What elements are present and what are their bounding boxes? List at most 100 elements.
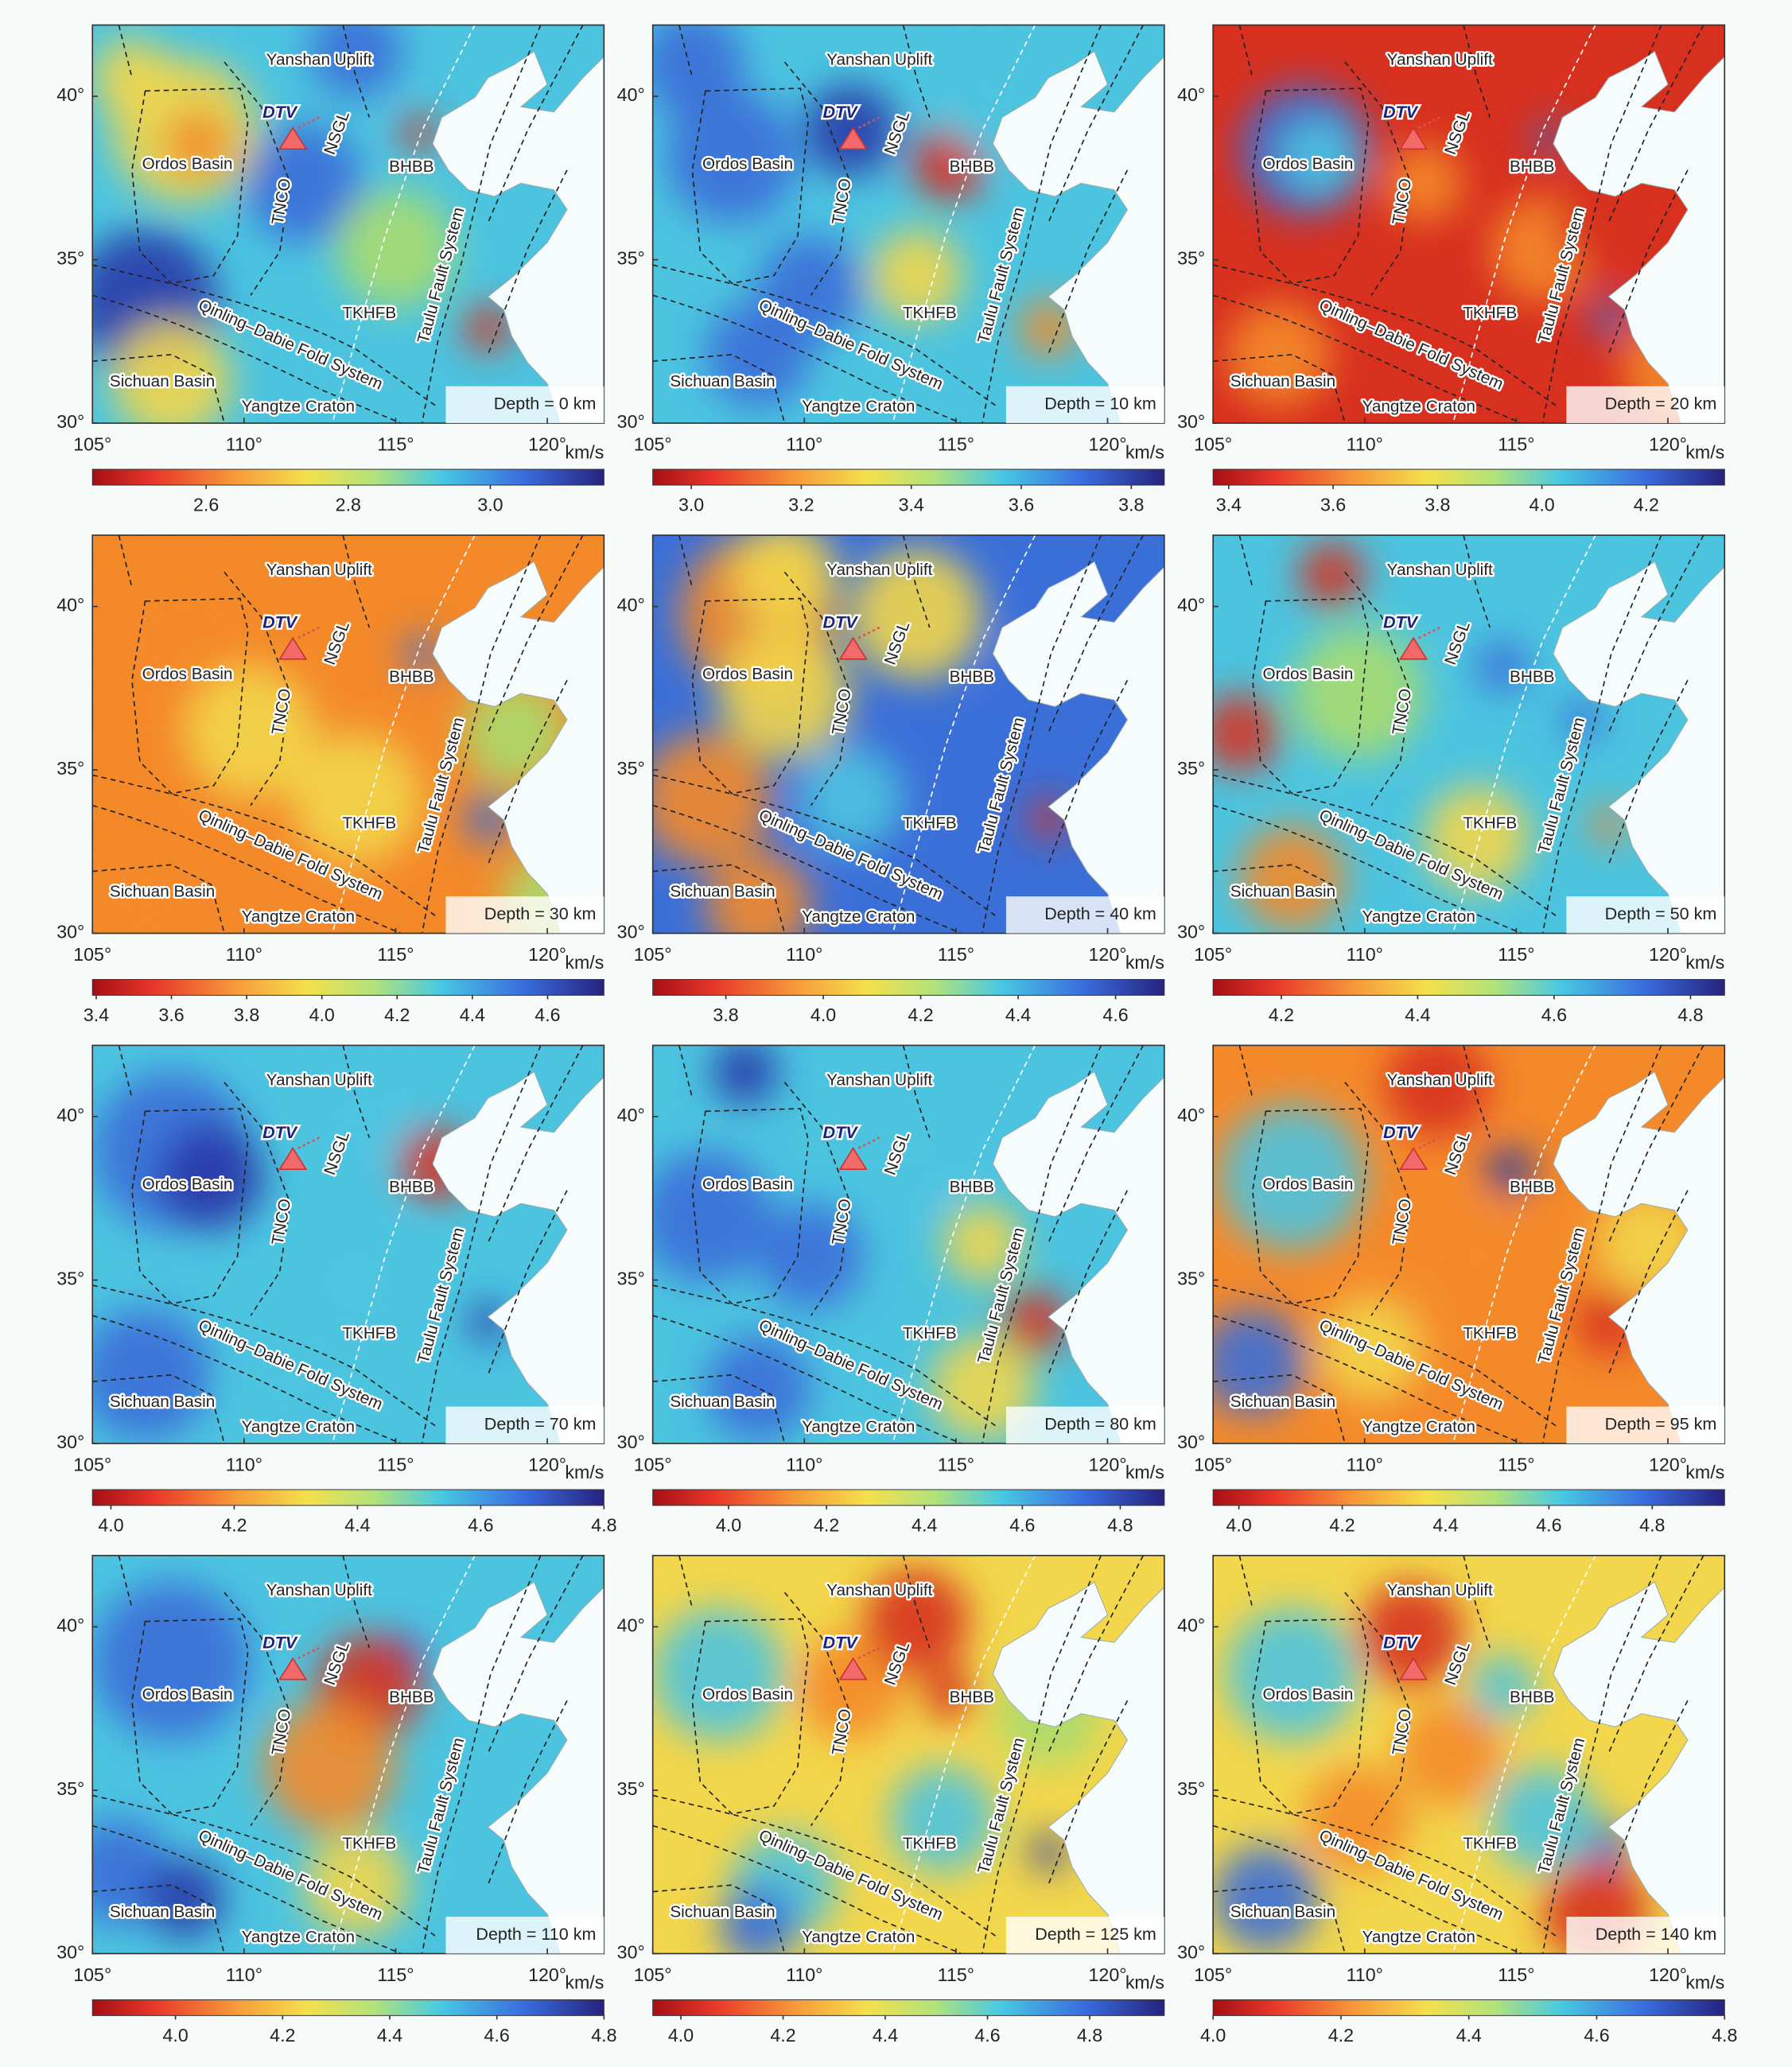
x-tick-label: 110° [226,944,262,965]
boundary [118,1555,291,1827]
colorbar-tick-label: 4.2 [1634,495,1659,515]
colorbar-tick-label: 4.4 [344,1515,370,1536]
y-tick-label: 35° [56,758,84,779]
map-frame [91,1044,605,1444]
anomaly [718,1885,798,1954]
velocity-field [92,1045,604,1443]
boundary [1607,25,1705,356]
colorbar-tick-label: 4.4 [460,1004,485,1025]
colorbar [91,468,604,486]
station-trace [297,626,320,639]
boundary [1213,1824,1522,1954]
region-label: Yanshan Uplift [266,1581,372,1599]
colorbar [652,1489,1165,1506]
boundary [1213,354,1346,424]
x-tick-label: 110° [226,1964,262,1985]
colorbar-tick-label: 4.8 [1077,2025,1102,2046]
anomaly [1486,1147,1534,1195]
boundary [652,1315,962,1443]
map-frame [1212,1044,1726,1444]
depth-box [1005,1406,1164,1443]
station-trace [857,116,880,129]
sea [432,1581,604,1954]
station [278,1657,308,1680]
colorbar [652,979,1165,996]
x-tick-label: 120° [1089,944,1127,965]
y-tick-label: 40° [56,1105,84,1125]
boundary [652,264,999,408]
y-tick-label: 40° [617,1105,645,1125]
region-label: Sichuan Basin [670,1393,775,1411]
anomaly [185,666,317,799]
boundary [1541,534,1662,934]
region-label: Yangtze Craton [802,1928,915,1946]
map-frame [91,24,605,424]
y-tick-label: 40° [1177,1615,1205,1636]
boundary [678,1555,852,1827]
anomaly [158,1124,264,1230]
region-label: Sichuan Basin [1230,883,1335,901]
boundary [118,1045,291,1316]
colorbar-tick-label: 4.2 [384,1004,410,1025]
velocity-field [652,25,1164,424]
anomaly [290,1216,422,1349]
boundary [487,1045,584,1376]
colorbar-tick-label: 2.6 [193,495,219,515]
depth-label: Depth = 70 km [484,1414,597,1433]
boundary [92,1824,402,1954]
boundary [487,25,584,356]
anomaly [92,1582,251,1740]
station-trace [297,1646,320,1660]
unit-label: km/s [565,1462,604,1482]
sea [1553,1581,1725,1954]
boundary [1213,1284,1559,1428]
anomaly [1424,1203,1530,1309]
anomaly [943,1203,1022,1283]
x-tick-label: 115° [1498,1964,1534,1985]
region-label: Yanshan Uplift [826,51,932,69]
boundary [92,1373,225,1443]
x-tick-label: 120° [528,1964,566,1985]
x-tick-label: 105° [634,1454,672,1474]
anomaly [712,1045,779,1105]
colorbar-tick-label: 3.6 [1320,495,1346,515]
boundary [1252,597,1370,795]
x-tick-label: 115° [938,433,974,454]
y-tick-label: 40° [617,1615,645,1636]
colorbar [1212,979,1725,996]
station [838,126,868,150]
region-label: Yangtze Craton [242,907,355,926]
region-label: TKHFB [342,1324,396,1342]
boundary [678,25,852,296]
x-tick-label: 110° [1347,944,1383,965]
region-label: Yanshan Uplift [826,1581,932,1599]
nsgl-line [332,1555,476,1954]
boundary [487,1555,584,1886]
boundary [1213,774,1559,919]
colorbar-tick-label: 4.6 [1584,2025,1609,2046]
region-label: Ordos Basin [142,1175,233,1194]
region-label: Yanshan Uplift [266,1071,372,1090]
region-label: Yanshan Uplift [1387,561,1493,579]
boundary [678,534,852,806]
boundary [1252,1618,1370,1815]
x-tick-label: 120° [1089,1964,1127,1985]
boundary [421,534,542,934]
anomaly [145,1859,224,1938]
anomaly [92,38,172,118]
anomaly [290,732,422,865]
anomaly [1358,1582,1464,1688]
colorbar-tick-label: 4.0 [1529,495,1554,515]
y-tick-label: 35° [617,758,645,779]
region-label: Yanshan Uplift [1387,1581,1493,1599]
region-label: BHBB [1510,157,1554,176]
boundary [92,264,438,408]
x-tick-label: 115° [1498,1454,1534,1474]
region-label: BHBB [950,157,994,176]
x-tick-label: 115° [377,944,414,965]
x-tick-label: 110° [786,944,822,965]
region-label: TKHFB [903,1324,957,1342]
region-label: Sichuan Basin [1230,1393,1335,1411]
